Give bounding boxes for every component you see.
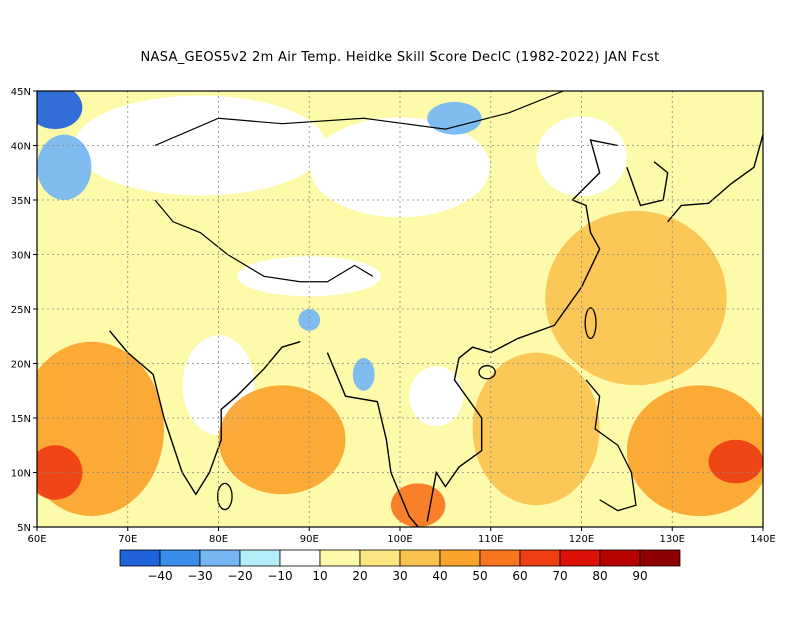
skill-region-andaman-hot bbox=[390, 483, 446, 527]
colorbar-swatch bbox=[399, 549, 441, 567]
lat-tick-label: 20N bbox=[11, 360, 31, 371]
skill-region-mongolia-blue bbox=[427, 101, 482, 135]
coastlines-borders bbox=[109, 91, 763, 527]
lon-tick-label: 60E bbox=[27, 534, 46, 545]
colorbar-swatch bbox=[359, 549, 401, 567]
colorbar-swatch bbox=[159, 549, 201, 567]
coastline-segment bbox=[667, 134, 763, 223]
philippines-outline bbox=[585, 379, 637, 512]
lat-tick-label: 15N bbox=[11, 414, 31, 425]
lat-tick-label: 30N bbox=[11, 251, 31, 262]
lat-tick-label: 35N bbox=[11, 196, 31, 207]
colorbar-swatch bbox=[599, 549, 641, 567]
temperature-skill-field bbox=[37, 91, 763, 527]
lat-tick-label: 10N bbox=[11, 469, 31, 480]
colorbar-swatch bbox=[199, 549, 241, 567]
colorbar-swatch bbox=[519, 549, 561, 567]
colorbar-label: −40 bbox=[147, 569, 172, 583]
lat-tick-label: 45N bbox=[11, 87, 31, 98]
border-line bbox=[154, 199, 374, 283]
colorbar-label: 60 bbox=[512, 569, 527, 583]
skill-region-myanmar-blue bbox=[352, 358, 375, 391]
lon-tick-label: 70E bbox=[118, 534, 137, 545]
gridlines bbox=[37, 91, 763, 527]
coastline-segment bbox=[109, 330, 301, 496]
skill-region-pacific-hot bbox=[708, 439, 763, 484]
lon-tick-label: 130E bbox=[660, 534, 685, 545]
colorbar-label: 70 bbox=[552, 569, 567, 583]
island-outline bbox=[217, 482, 233, 511]
skill-region-bangladesh-blue bbox=[298, 309, 321, 331]
colorbar-label: 20 bbox=[352, 569, 367, 583]
colorbar-label: 30 bbox=[392, 569, 407, 583]
lat-tick-label: 25N bbox=[11, 305, 31, 316]
border-line bbox=[154, 91, 564, 147]
lat-tick-label: 40N bbox=[11, 142, 31, 153]
coastline-segment bbox=[426, 139, 618, 522]
lon-tick-label: 120E bbox=[569, 534, 594, 545]
latitude-ticks: 5N 10N 15N 20N 25N 30N 35N 40N 45N bbox=[11, 87, 37, 534]
neutral-area bbox=[409, 366, 464, 427]
lon-tick-label: 110E bbox=[478, 534, 503, 545]
colorbar-swatch bbox=[119, 549, 161, 567]
lon-tick-label: 80E bbox=[209, 534, 228, 545]
map-title: NASA_GEOS5v2 2m Air Temp. Heidke Skill S… bbox=[140, 50, 660, 65]
lon-tick-label: 90E bbox=[300, 534, 319, 545]
skill-region-bay-of-bengal-warm bbox=[218, 385, 346, 495]
skill-region-iran-blue bbox=[37, 134, 92, 200]
lon-tick-label: 100E bbox=[387, 534, 412, 545]
colorbar-swatch bbox=[479, 549, 521, 567]
colorbar-label: −30 bbox=[187, 569, 212, 583]
colorbar: −40 −30 −20 −10 10 20 30 40 50 60 70 80 90 bbox=[119, 549, 681, 583]
neutral-area bbox=[74, 95, 327, 196]
colorbar-label: 40 bbox=[432, 569, 447, 583]
colorbar-label: −20 bbox=[227, 569, 252, 583]
colorbar-label: 10 bbox=[312, 569, 327, 583]
colorbar-swatch bbox=[439, 549, 481, 567]
colorbar-swatch bbox=[639, 549, 681, 567]
skill-region-central-asia-blue bbox=[37, 91, 83, 130]
skill-region-arabian-sea-hot bbox=[37, 445, 83, 500]
colorbar-swatch bbox=[559, 549, 601, 567]
colorbar-label: 80 bbox=[592, 569, 607, 583]
island-outline bbox=[584, 307, 597, 340]
longitude-ticks: 60E 70E 80E 90E 100E 110E 120E 130E 140E bbox=[27, 527, 776, 545]
colorbar-swatch bbox=[239, 549, 281, 567]
skill-region-east-china-sea-warm bbox=[545, 210, 727, 386]
colorbar-label: 50 bbox=[472, 569, 487, 583]
colorbar-swatch bbox=[319, 549, 361, 567]
lon-tick-label: 140E bbox=[750, 534, 775, 545]
lat-tick-label: 5N bbox=[17, 523, 31, 534]
colorbar-swatch bbox=[279, 549, 321, 567]
colorbar-label: −10 bbox=[267, 569, 292, 583]
coastline-segment bbox=[326, 352, 419, 527]
island-outline bbox=[478, 365, 496, 380]
skill-region-south-china-sea-warm bbox=[472, 352, 600, 506]
colorbar-label: 90 bbox=[632, 569, 647, 583]
